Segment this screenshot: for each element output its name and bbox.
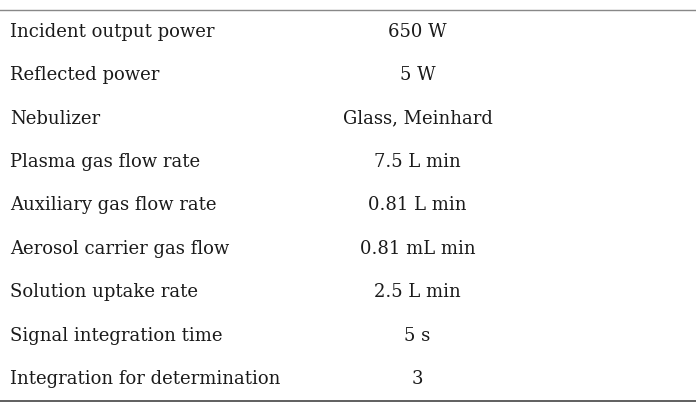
Text: Aerosol carrier gas flow: Aerosol carrier gas flow (10, 240, 230, 258)
Text: 2.5 L min: 2.5 L min (374, 283, 461, 301)
Text: Incident output power: Incident output power (10, 23, 215, 41)
Text: 0.81 mL min: 0.81 mL min (360, 240, 475, 258)
Text: 7.5 L min: 7.5 L min (374, 153, 461, 171)
Text: Integration for determination: Integration for determination (10, 370, 280, 388)
Text: 5 s: 5 s (404, 326, 431, 345)
Text: Signal integration time: Signal integration time (10, 326, 223, 345)
Text: Solution uptake rate: Solution uptake rate (10, 283, 198, 301)
Text: 650 W: 650 W (388, 23, 447, 41)
Text: 0.81 L min: 0.81 L min (368, 196, 467, 215)
Text: Nebulizer: Nebulizer (10, 110, 100, 128)
Text: Auxiliary gas flow rate: Auxiliary gas flow rate (10, 196, 217, 215)
Text: Reflected power: Reflected power (10, 66, 160, 84)
Text: 3: 3 (412, 370, 423, 388)
Text: Glass, Meinhard: Glass, Meinhard (342, 110, 493, 128)
Text: 5 W: 5 W (400, 66, 436, 84)
Text: Plasma gas flow rate: Plasma gas flow rate (10, 153, 200, 171)
